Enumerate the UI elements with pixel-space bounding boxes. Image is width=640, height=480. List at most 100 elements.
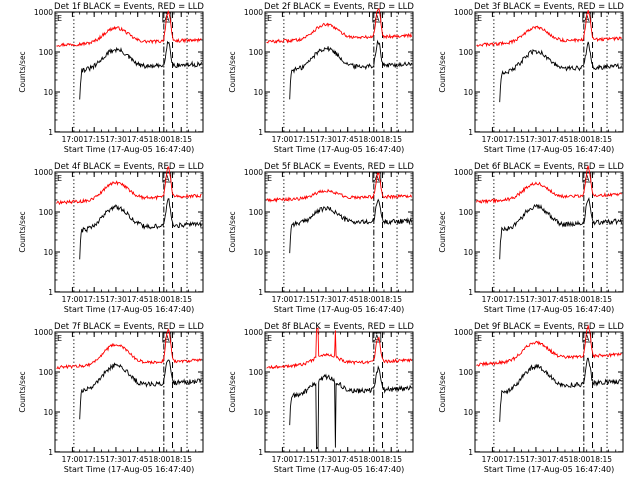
chart-title: Det 6f BLACK = Events, RED = LLD (474, 162, 624, 172)
flag-label-e: E (57, 14, 62, 23)
x-tick-label: 18:15 (170, 135, 192, 144)
x-tick-label: 18:15 (590, 135, 612, 144)
y-axis-label: Counts/sec (18, 51, 27, 92)
plot-frame (54, 171, 204, 293)
events-series-line (289, 365, 412, 450)
flag-label-e: E (477, 334, 482, 343)
chart-title: Det 9f BLACK = Events, RED = LLD (474, 322, 624, 332)
chart-title: Det 5f BLACK = Events, RED = LLD (264, 162, 414, 172)
x-axis-label: Start Time (17-Aug-05 16:47:40) (274, 145, 405, 154)
y-tick-label: 10 (253, 88, 263, 97)
y-tick-label: 10 (463, 88, 473, 97)
x-tick-label: 18:00 (569, 455, 591, 464)
x-axis-label: Start Time (17-Aug-05 16:47:40) (484, 305, 615, 314)
x-tick-label: 17:30 (525, 135, 547, 144)
y-tick-label: 10 (463, 248, 473, 257)
x-tick-label: 17:15 (503, 455, 525, 464)
x-axis-label: Start Time (17-Aug-05 16:47:40) (274, 465, 405, 474)
chart-panel: Det 4f BLACK = Events, RED = LLD 1 10 100 10… (18, 162, 204, 314)
y-tick-label: 1000 (454, 328, 473, 337)
y-tick-label: 1000 (454, 8, 473, 17)
x-tick-label: 18:15 (380, 135, 402, 144)
y-axis-label: Counts/sec (438, 371, 447, 412)
flag-label-a: A (584, 174, 590, 183)
x-tick-label: 17:00 (62, 135, 84, 144)
plot-frame (54, 331, 204, 453)
x-tick-label: 18:00 (149, 135, 171, 144)
y-tick-label: 1000 (454, 168, 473, 177)
y-tick-label: 1000 (244, 8, 263, 17)
x-tick-label: 17:15 (293, 295, 315, 304)
x-tick-label: 18:15 (380, 295, 402, 304)
y-tick-label: 100 (39, 208, 54, 217)
y-tick-label: 10 (43, 88, 53, 97)
flag-label-e: E (57, 334, 62, 343)
x-tick-label: 17:45 (337, 135, 359, 144)
y-tick-label: 1000 (34, 168, 53, 177)
lld-series-line (56, 328, 202, 370)
events-series-line (79, 359, 202, 420)
y-tick-label: 10 (43, 408, 53, 417)
x-tick-label: 18:00 (149, 295, 171, 304)
x-tick-label: 17:30 (315, 455, 337, 464)
x-tick-label: 17:00 (482, 135, 504, 144)
plot-frame (474, 331, 624, 453)
y-axis-label: Counts/sec (438, 51, 447, 92)
x-tick-label: 17:00 (272, 295, 294, 304)
chart-panel: Det 3f BLACK = Events, RED = LLD 1 10 100 10… (438, 2, 624, 154)
attenuator-flag-box (582, 12, 592, 23)
chart-title: Det 7f BLACK = Events, RED = LLD (54, 322, 204, 332)
x-tick-label: 17:00 (272, 135, 294, 144)
x-tick-label: 17:30 (525, 455, 547, 464)
lld-series-line (56, 166, 202, 206)
y-tick-label: 1000 (34, 8, 53, 17)
chart-title: Det 1f BLACK = Events, RED = LLD (54, 2, 204, 12)
x-tick-label: 18:15 (170, 455, 192, 464)
x-tick-label: 18:15 (590, 455, 612, 464)
y-tick-label: 1 (258, 128, 263, 137)
y-tick-label: 100 (459, 48, 474, 57)
y-tick-label: 1000 (244, 168, 263, 177)
chart-panel: Det 2f BLACK = Events, RED = LLD 1 10 100 10… (228, 2, 414, 154)
chart-panel: Det 9f BLACK = Events, RED = LLD 1 10 100 10… (438, 322, 624, 474)
attenuator-flag-box (162, 12, 172, 23)
y-tick-label: 1 (468, 448, 473, 457)
flag-label-e: E (267, 334, 272, 343)
events-series-line (499, 196, 622, 260)
x-axis-label: Start Time (17-Aug-05 16:47:40) (64, 305, 195, 314)
x-tick-label: 17:45 (127, 135, 149, 144)
attenuator-flag-box (372, 172, 382, 183)
flag-label-e: E (57, 174, 62, 183)
y-tick-label: 1 (258, 288, 263, 297)
y-tick-label: 1000 (244, 328, 263, 337)
y-tick-label: 10 (253, 248, 263, 257)
y-tick-label: 1 (48, 288, 53, 297)
x-tick-label: 17:45 (547, 455, 569, 464)
events-series-line (79, 40, 202, 100)
x-axis-label: Start Time (17-Aug-05 16:47:40) (64, 465, 195, 474)
x-tick-label: 17:00 (62, 455, 84, 464)
x-tick-label: 17:30 (105, 295, 127, 304)
x-tick-label: 18:00 (359, 135, 381, 144)
y-axis-label: Counts/sec (18, 371, 27, 412)
flag-label-a: A (584, 14, 590, 23)
x-tick-label: 17:00 (272, 455, 294, 464)
chart-title: Det 3f BLACK = Events, RED = LLD (474, 2, 624, 12)
y-axis-label: Counts/sec (228, 211, 237, 252)
x-axis-label: Start Time (17-Aug-05 16:47:40) (64, 145, 195, 154)
x-tick-label: 17:15 (83, 295, 105, 304)
flag-label-e: E (267, 14, 272, 23)
events-series-line (79, 198, 202, 260)
flag-label-a: A (374, 14, 380, 23)
y-tick-label: 100 (249, 208, 264, 217)
flag-label-a: A (164, 14, 170, 23)
chart-panel: Det 1f BLACK = Events, RED = LLD 1 10 100 10… (18, 2, 204, 154)
lld-series-line (266, 7, 412, 44)
lld-series-line (56, 9, 202, 48)
flag-label-a: A (164, 174, 170, 183)
chart-panel: Det 7f BLACK = Events, RED = LLD 1 10 100 10… (18, 322, 204, 474)
y-tick-label: 1 (48, 448, 53, 457)
x-tick-label: 18:00 (359, 455, 381, 464)
chart-panel: Det 5f BLACK = Events, RED = LLD 1 10 100 10… (228, 162, 414, 314)
